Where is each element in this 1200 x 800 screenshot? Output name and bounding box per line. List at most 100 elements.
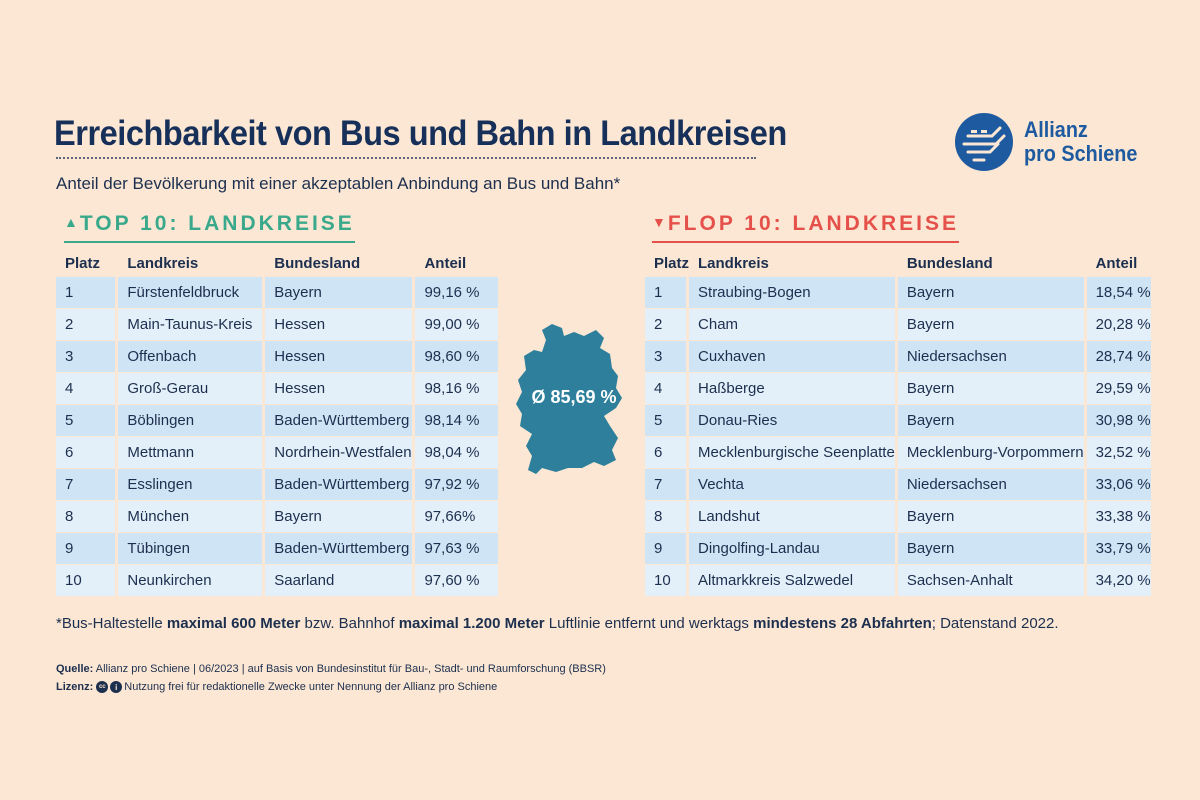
cell-platz: 6 [645,436,690,468]
table-row: 3 Offenbach Hessen 98,60 % [56,340,498,372]
cell-bundesland: Mecklenburg-Vorpommern [897,436,1087,468]
cell-platz: 9 [56,532,119,564]
cell-landkreis: Fürstenfeldbruck [118,276,266,308]
cell-bundesland: Hessen [265,308,416,340]
allianz-logo-icon [955,113,1013,171]
cell-landkreis: Mecklenburgische Seenplatte [689,436,898,468]
cell-platz: 1 [56,276,119,308]
cell-anteil: 33,38 % [1086,500,1151,532]
column-header-landkreis: Landkreis [698,254,769,272]
flop-heading: ▼FLOP 10: LANDKREISE [652,212,960,243]
flop-heading-text: FLOP 10: LANDKREISE [667,212,960,235]
table-row: 9 Tübingen Baden-Württemberg 97,63 % [56,532,498,564]
cell-landkreis: Offenbach [118,340,266,372]
cell-anteil: 98,16 % [415,372,498,404]
cell-bundesland: Saarland [265,564,416,596]
cell-landkreis: Haßberge [689,372,898,404]
cell-landkreis: Mettmann [118,436,266,468]
footnote-text: ; Datenstand 2022. [931,615,1059,632]
footnote-text: *Bus-Haltestelle [56,615,167,632]
table-row: 5 Donau-Ries Bayern 30,98 % [645,404,1151,436]
cell-platz: 8 [645,500,690,532]
cell-bundesland: Hessen [265,340,416,372]
cell-landkreis: Altmarkkreis Salzwedel [689,564,898,596]
table-row: 8 München Bayern 97,66% [56,500,498,532]
cell-anteil: 98,60 % [415,340,498,372]
logo-text: Allianz pro Schiene [1024,118,1137,166]
cell-anteil: 98,04 % [415,436,498,468]
page-subtitle: Anteil der Bevölkerung mit einer akzepta… [56,174,621,193]
column-header-platz: Platz [654,254,690,272]
cell-landkreis: Donau-Ries [689,404,898,436]
cell-platz: 7 [645,468,690,500]
cell-bundesland: Niedersachsen [897,340,1087,372]
cell-anteil: 33,06 % [1086,468,1151,500]
table-row: 6 Mettmann Nordrhein-Westfalen 98,04 % [56,436,498,468]
attribution-icon: i [110,681,123,693]
cell-platz: 6 [56,436,119,468]
cell-anteil: 33,79 % [1086,532,1151,564]
cell-platz: 4 [645,372,690,404]
cell-platz: 3 [645,340,690,372]
table-row: 8 Landshut Bayern 33,38 % [645,500,1151,532]
cell-bundesland: Bayern [897,308,1087,340]
cell-bundesland: Bayern [897,372,1087,404]
column-header-anteil: Anteil [424,254,467,272]
page-title: Erreichbarkeit von Bus und Bahn in Landk… [54,114,787,153]
cell-landkreis: Groß-Gerau [118,372,266,404]
table-row: 7 Esslingen Baden-Württemberg 97,92 % [56,468,498,500]
top-table-header: Platz Landkreis Bundesland Anteil [56,250,498,276]
cell-landkreis: München [118,500,266,532]
table-row: 4 Haßberge Bayern 29,59 % [645,372,1151,404]
cell-bundesland: Bayern [897,532,1087,564]
cell-landkreis: Böblingen [118,404,266,436]
source-label: Quelle: [56,663,94,675]
license-text: Nutzung frei für redaktionelle Zwecke un… [124,681,498,693]
cell-landkreis: Dingolfing-Landau [689,532,898,564]
cell-anteil: 18,54 % [1086,276,1151,308]
footnote-bold: maximal 1.200 Meter [398,615,545,632]
title-divider [56,157,756,159]
average-value: Ø 85,69 % [531,387,617,407]
cell-anteil: 97,66% [415,500,498,532]
flop-table-header: Platz Landkreis Bundesland Anteil [645,250,1151,276]
source-line: Quelle: Allianz pro Schiene | 06/2023 | … [56,663,606,675]
arrow-up-icon: ▲ [64,214,78,230]
cell-landkreis: Cham [689,308,898,340]
cell-anteil: 28,74 % [1086,340,1151,372]
cell-anteil: 29,59 % [1086,372,1151,404]
cell-landkreis: Cuxhaven [689,340,898,372]
cell-anteil: 99,16 % [415,276,498,308]
footnote: *Bus-Haltestelle maximal 600 Meter bzw. … [56,615,1059,632]
cell-bundesland: Bayern [897,276,1087,308]
cell-anteil: 30,98 % [1086,404,1151,436]
source-text: Allianz pro Schiene | 06/2023 | auf Basi… [93,663,606,675]
cell-bundesland: Nordrhein-Westfalen [265,436,416,468]
cell-anteil: 32,52 % [1086,436,1151,468]
cell-anteil: 97,60 % [415,564,498,596]
cell-landkreis: Tübingen [118,532,266,564]
table-row: 9 Dingolfing-Landau Bayern 33,79 % [645,532,1151,564]
allianz-logo: Allianz pro Schiene [954,112,1154,172]
cell-landkreis: Esslingen [118,468,266,500]
top-heading-text: TOP 10: LANDKREISE [79,212,355,235]
cell-anteil: 20,28 % [1086,308,1151,340]
top-heading: ▲TOP 10: LANDKREISE [64,212,355,243]
license-line: Lizenz: cc i Nutzung frei für redaktione… [56,681,497,693]
germany-map-icon [516,324,622,474]
cell-landkreis: Neunkirchen [118,564,266,596]
cell-bundesland: Niedersachsen [897,468,1087,500]
column-header-platz: Platz [65,254,101,272]
cell-anteil: 97,92 % [415,468,498,500]
footnote-bold: maximal 600 Meter [166,615,301,632]
table-row: 1 Fürstenfeldbruck Bayern 99,16 % [56,276,498,308]
cell-bundesland: Baden-Württemberg [265,532,416,564]
cell-platz: 8 [56,500,119,532]
license-label: Lizenz: [56,681,94,693]
cell-platz: 4 [56,372,119,404]
cell-platz: 5 [56,404,119,436]
cell-anteil: 34,20 % [1086,564,1151,596]
cell-landkreis: Main-Taunus-Kreis [118,308,266,340]
table-row: 6 Mecklenburgische Seenplatte Mecklenburg-… [645,436,1151,468]
cell-bundesland: Bayern [897,500,1087,532]
